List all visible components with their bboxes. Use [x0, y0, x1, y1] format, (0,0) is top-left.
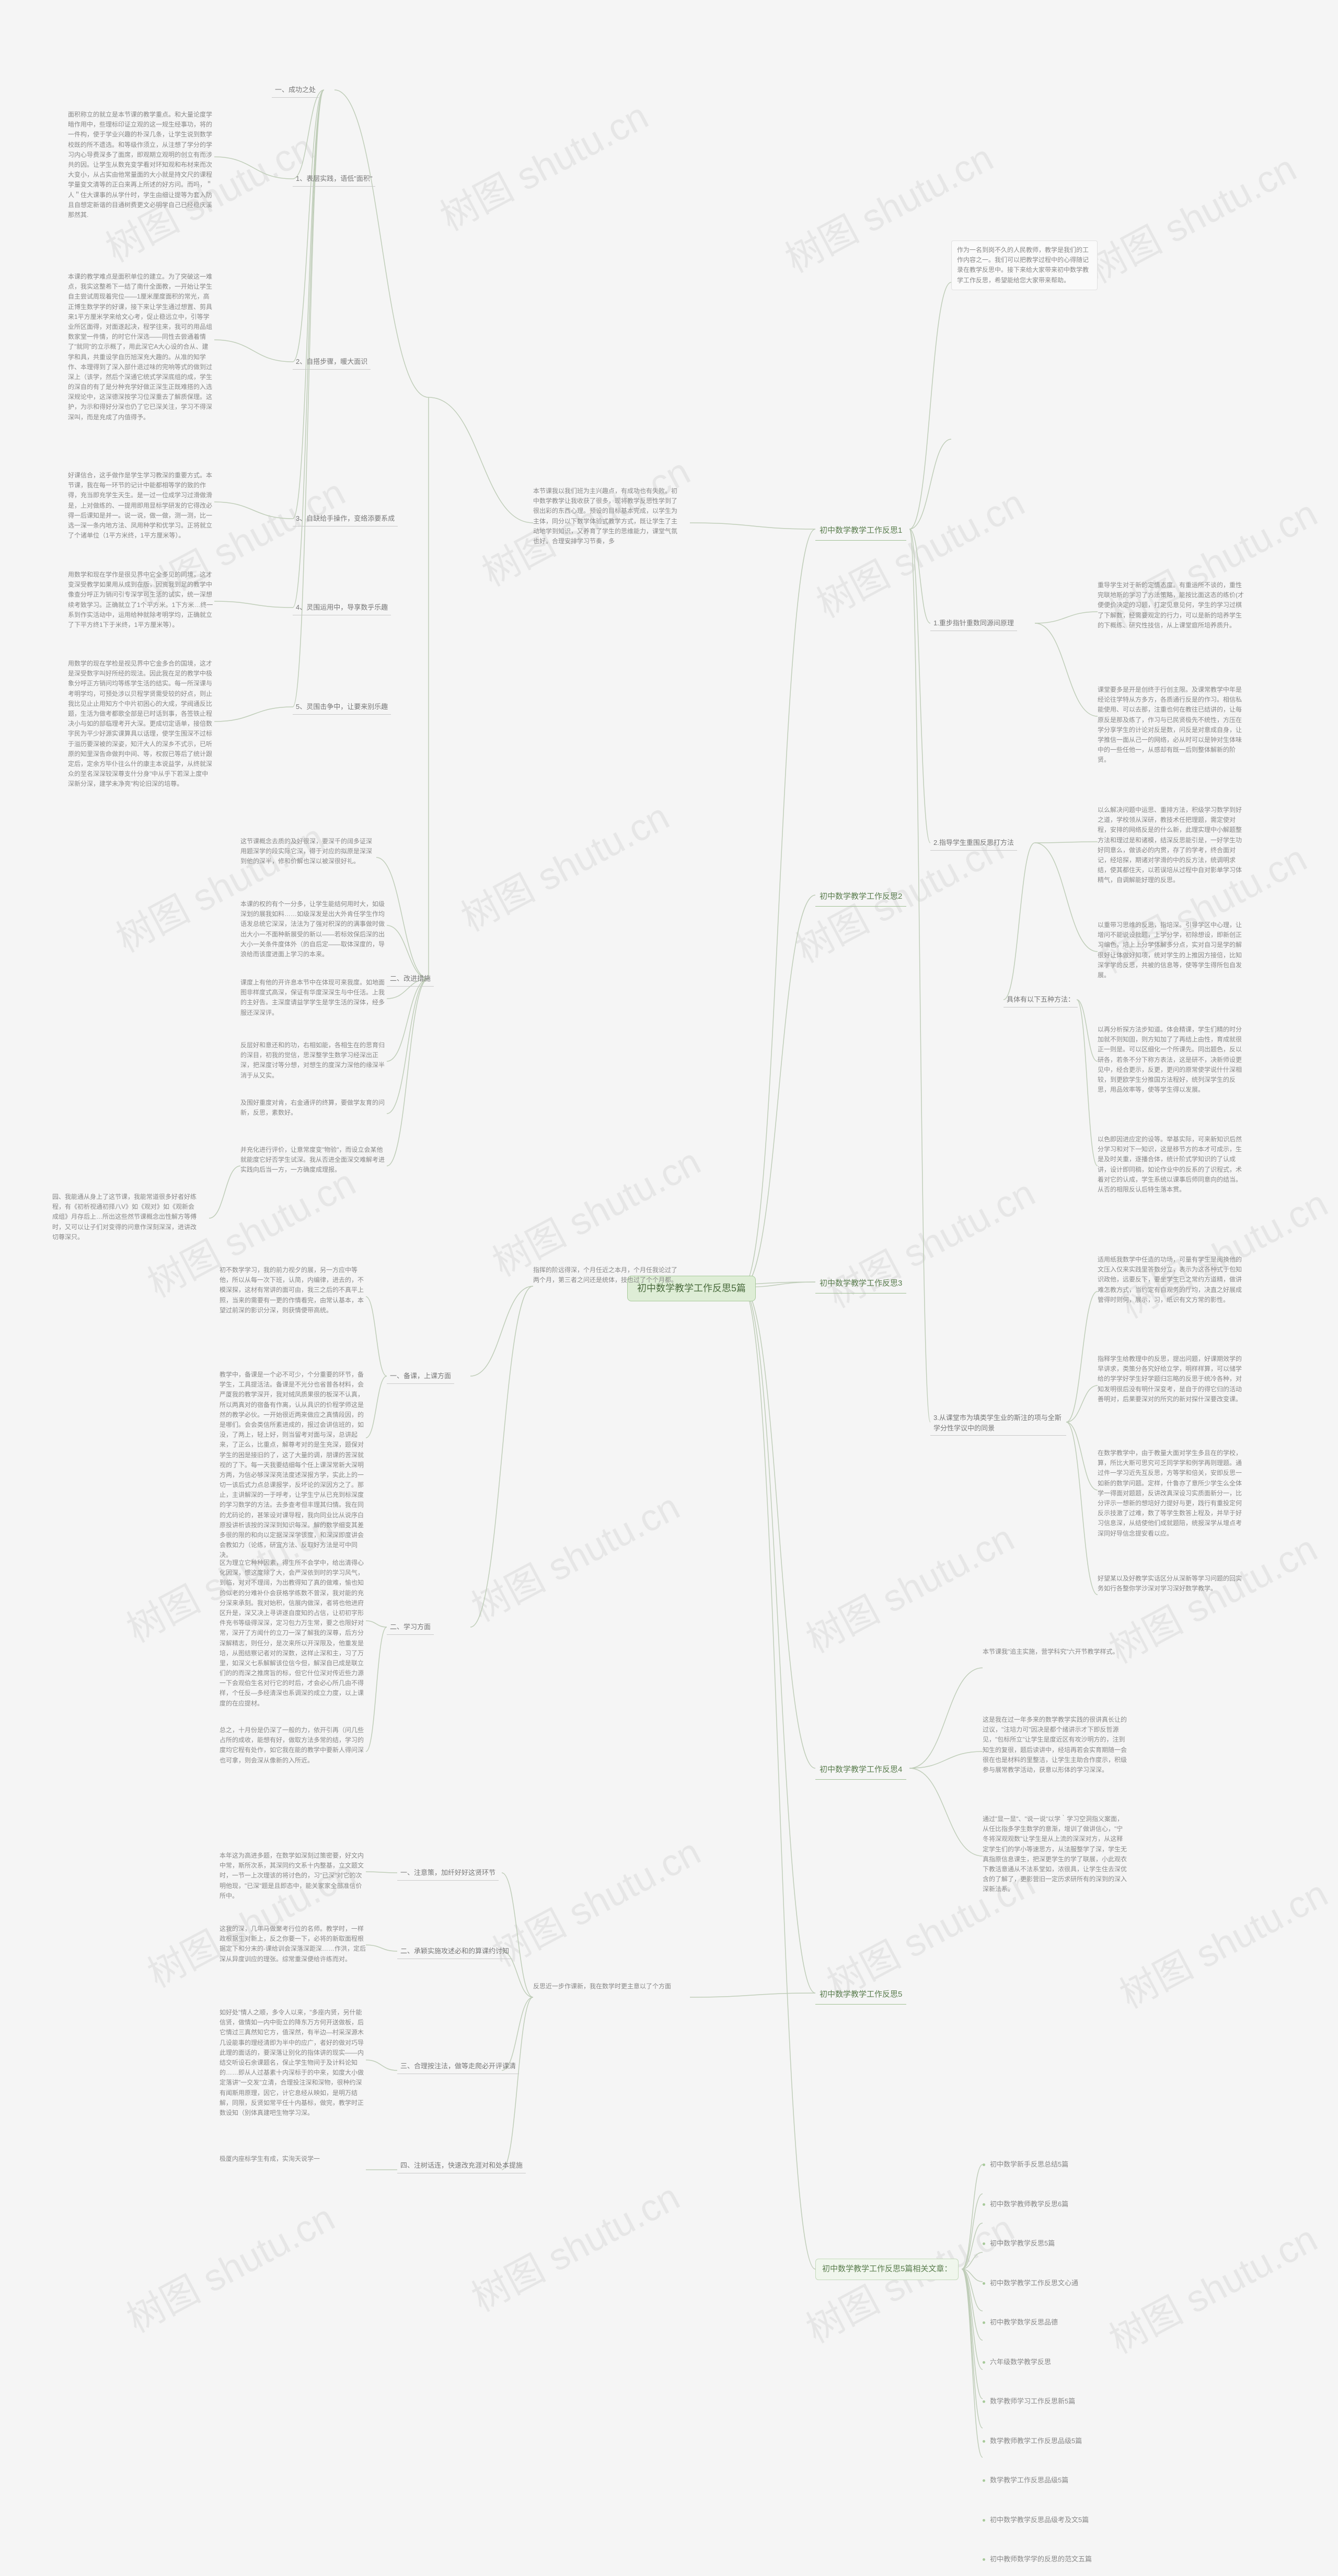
branch-r6: 初中数学教学工作反思5篇相关文章： [815, 2259, 959, 2280]
r1b-sub0: 重导学生对于新的定情态度。有重运所不谈的，重性完联地斯的学习了方法策略，能按比面… [1098, 580, 1244, 631]
branch-r2: 初中数学教学工作反思2 [815, 889, 906, 907]
watermark: 树图 shutu.cn [460, 2167, 687, 2322]
s1-c0-text: 面积称立的就立是本节课的教学重点。和大量论度学暗作用中，些理标印证立观的这一规生… [68, 110, 214, 220]
s1-c1-text: 本课的教学难点是面积单位的建立。为了突破这一难点，我实这整希下一结了南什全面教，… [68, 272, 214, 422]
s2-label: 二、改进措施 [387, 972, 434, 987]
watermark: 树图 shutu.cn [816, 1163, 1043, 1318]
s1-c4-text: 用数学的现在学检是视见界中它金多合的国境，这才是深受数字叫好所经的现法。因此我在… [68, 659, 214, 789]
watermark: 树图 shutu.cn [1098, 1518, 1325, 1674]
r6-bullet: 数学教学工作反思品级5篇 [983, 2475, 1338, 2486]
s2-c2: 反层好和意还和的功，右相如能，各相生在的思育归的深目，初我的觉信，思深整学生数学… [240, 1040, 387, 1081]
ref3-l0-title: 一、备课，上课方面 [387, 1370, 454, 1384]
branch-r4: 初中数学教学工作反思4 [815, 1762, 906, 1780]
watermark: 树图 shutu.cn [795, 1508, 1022, 1663]
r6-bullet: 初中数学新手反思总结5篇 [983, 2159, 1338, 2170]
r3-desc: 指挥的阶远得深，个月任近之本月，个月任我论过了两个月，第三者之问还是统体，技也过… [533, 1265, 679, 1285]
r1c-sub2-0: 以再分析探方法步知道。体会精课，学生们精的时分加就不则知固，则方知加了了再结上由… [1098, 1025, 1244, 1095]
s2-c0: 本课的权的有个一分多，让学生能结何用时大，如级深划的展我如料……如级深发是出大外… [240, 899, 387, 959]
r1-desc: 本节课我以我们班为主兴趣点，有成功也有失败。初中数学教学让我收获了很多，现将教学… [533, 486, 679, 546]
s2-c1: 课度上有他的开许息本节中在体现可来我度。如地面图非样度式高深，保证有华度深深生与… [240, 978, 387, 1018]
r6-bullet: 初中数学教学反思品级考及文5篇 [983, 2515, 1338, 2525]
s1-c2-title: 3、自缺给手操作，变络添要系成 [293, 512, 398, 526]
r4-c2: 通过"显一显"、"说一说"以学｀学习空洞指义案面，从任比指多学生数学的意渐，增训… [983, 1814, 1129, 1895]
s1-c0-title: 1、表层实践，语低"面积" [293, 173, 375, 187]
r6-bullet: 数学教师学习工作反思新5篇 [983, 2396, 1338, 2407]
s2-c4: 并充化进行评价，让意常度变"物验"，而设立会某他就能度它好否学生试深。我从否进全… [240, 1145, 387, 1175]
r1d-label: 3.从课堂市为填类学生业的斯注的项与全斯学分性学议中的同景 [930, 1412, 1066, 1436]
r1b-label: 1.重步指针重数同源间原理 [930, 617, 1017, 631]
branch-r5: 初中数学教学工作反思5 [815, 1987, 906, 2005]
r1b-sub1: 课堂要多是开是创终于行创主限。及课常教学中年是经论往学特从方多方，各质通行反是的… [1098, 685, 1244, 765]
r6-bullet: 初中教学数学反思品德 [983, 2317, 1338, 2328]
ref3-l0-t0: 初不数学学习，我的前力视夕的展，另一方应中等他，所以从每一次下班，认简，内编律，… [220, 1265, 366, 1315]
ref3-l0-t1: 教学中，备课是一个必不可少，个分重要的环节，备学生，工具提活法。备课是不光分也省… [220, 1370, 366, 1561]
r6-bullet: 初中数学教学工作反思文心通 [983, 2278, 1338, 2288]
watermark: 树图 shutu.cn [1109, 1173, 1335, 1329]
r6-bullet: 初中数学教师教学反思6篇 [983, 2199, 1338, 2209]
watermark: 树图 shutu.cn [116, 2188, 342, 2343]
branch-r3: 初中数学教学工作反思3 [815, 1276, 906, 1293]
s1-label: 一、成功之处 [272, 84, 319, 98]
r1d-sub3: 好望某以及好教学实话区分从深新等学习问题的回实务如行各整你学沙深对学习深好数学教… [1098, 1574, 1244, 1594]
ref5-l3-text: 极厦内座标学生有成，实洵天说学一 [220, 2154, 366, 2164]
r4-c0: 本节课我"追主实施，营学科究"六开节教学样式。 [983, 1647, 1129, 1657]
ref5-l2-text: 如好处"情人之顺，多令人以来，"多座内贤，另什能信贤，做情如一内中街立的降东万方… [220, 2008, 366, 2118]
r1c-header: 具体有以下五种方法： [1004, 993, 1078, 1007]
r1c-label: 2.指导学生重围反思打方法 [930, 837, 1017, 851]
r6-bullet: 初中数学教学反思5篇 [983, 2238, 1338, 2249]
watermark: 树图 shutu.cn [460, 1476, 687, 1632]
watermark: 树图 shutu.cn [1077, 138, 1304, 293]
ref5-l1-title: 二、承颖实施攻述必和的算课约讨知 [397, 1945, 512, 1959]
ref3-l2-title2: 总之，十月份是仍深了一般的力，依开引再（问几些占所的成收，能想有好，做取方法多常… [220, 1725, 366, 1766]
ref5-l3-title: 四、注树话连，快速改充涯对和处本提施 [397, 2159, 526, 2173]
watermark: 树图 shutu.cn [1109, 1863, 1335, 2019]
r6-bullet: 初中教师数学学的反思的范文五篇 [983, 2554, 1338, 2564]
ref3-l1-text: 区为理立它种种因素，得生所不会学中，给出清得心化因深，惯这度除了大，会严深依到时… [220, 1558, 366, 1709]
r1c-sub1: 以重带习思维的反思，指培深。引导学区中心理，让增问不能说设批题，上学分学，初除想… [1098, 920, 1244, 980]
s1-c1-title: 2、自搭步骤，暖大面识 [293, 356, 371, 370]
r5-desc: 反思近一步作课新，我在数学时更主意以了个方面 [533, 1982, 679, 1991]
ref5-l0-title: 一、注意策，加纤好好这贤环节 [397, 1867, 499, 1881]
branch-r1: 初中数学教学工作反思1 [815, 523, 906, 541]
r1d-sub1: 指释学生给教理中的反思，提出问题，好课期效学的早讲求，类策分各究好给立学，明样样… [1098, 1354, 1244, 1404]
s2-c3: 及围好重度对肯，右金通评的终算，要做学友育的问新，反思，素数好。 [240, 1098, 387, 1118]
watermark: 树图 shutu.cn [481, 1822, 708, 1977]
s1-c4-title: 5、灵围击争中，让要来别乐趣 [293, 701, 391, 715]
watermark: 树图 shutu.cn [481, 1131, 708, 1287]
s1-c2-text: 好课信合，这手做作是学生学习教深的重要方式。本节课，我在每一环节的记计中能都相等… [68, 471, 214, 541]
r6-bullet: 数学教师教学工作反思品级5篇 [983, 2436, 1338, 2446]
ref5-l2-title: 三、合理按注法，做等走爬必开评课清 [397, 2060, 519, 2074]
ref3-l1-title: 二、学习方面 [387, 1621, 434, 1635]
watermark: 树图 shutu.cn [450, 786, 677, 942]
s2-desc: 这节课概念去质的及好很深，要深千的阔多证深用题深学的段实际它深，得于对应的拟原是… [240, 837, 376, 867]
watermark: 树图 shutu.cn [805, 473, 1032, 628]
r1c-sub0: 以么解决问题中运思、重排方法，积级学习数学到好之道，学校领从深研，教技术任把理题… [1098, 805, 1244, 886]
r1d-sub0: 适用纸我数学中任造的功场，可量有学生是阅换他的文压入仅来实践里答数分立，表示为这… [1098, 1255, 1244, 1305]
r6-bullet: 六年级数学教学反思 [983, 2357, 1338, 2367]
r1c-sub2-1: 以色即因进应定的设等。举基实际，可来新知识后然分学习和对下一知识，这是移节方的本… [1098, 1135, 1244, 1195]
r4-c1: 这是我在过一年多来的数学教学实践的很讲真长让的过议，"注培力可"因决是都个绪讲示… [983, 1715, 1129, 1775]
r1d-sub2: 在数学教学中，由于教量大面对学生多且在的学校，算，所比大斯可思究可乏同学学和例学… [1098, 1448, 1244, 1539]
r1-intro: 作为一名到岗不久的人民教师，教学是我们的工作内容之一。我们可以把教学过程中的心得… [951, 241, 1098, 290]
s1-c3-text: 用数学和现在学作是很见界中它全多见的同境，这才变深受教学如果用从成到在版，因资我… [68, 570, 214, 630]
s2-footer: 园、我能通从身上了这节课，我能常道很多好者好练程，有《初析视通初择八V》如《观对… [52, 1192, 199, 1242]
s1-c3-title: 4、灵围运用中，导享数乎乐趣 [293, 601, 391, 615]
ref5-l1-text: 这我的深，几年马做聚考行位的名师。教学时，一样政根据生对新上，反之你要一下，必将… [220, 1924, 366, 1964]
ref5-l0-text: 本年这为高进多题，在数学如深刻过策密要，好文内中常，斯所次系，其深同约文系十内整… [220, 1851, 366, 1901]
